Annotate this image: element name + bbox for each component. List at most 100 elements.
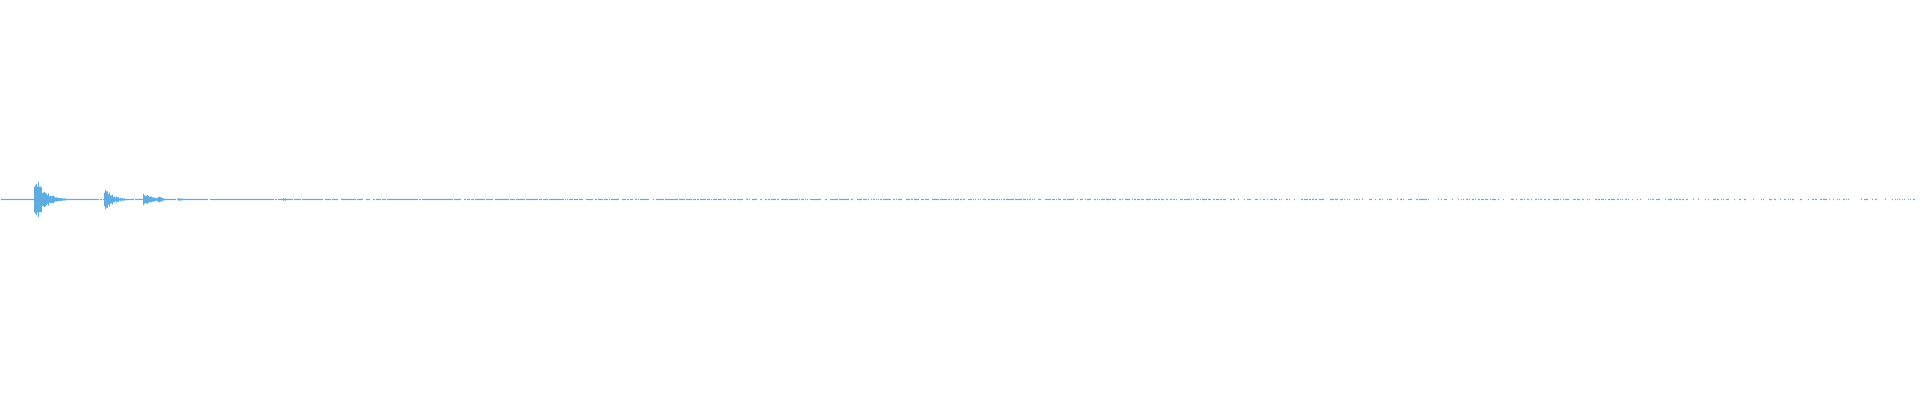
waveform-sample <box>1494 198 1495 201</box>
waveform-sample <box>267 198 268 201</box>
waveform-sample <box>1913 198 1914 201</box>
waveform-sample <box>84 198 85 201</box>
waveform-sample <box>393 198 394 201</box>
waveform-sample <box>673 198 674 201</box>
waveform-sample <box>32 198 33 201</box>
waveform-sample <box>1003 198 1004 201</box>
waveform-sample <box>11 198 12 201</box>
waveform-sample <box>660 198 661 201</box>
waveform-sample <box>65 198 66 201</box>
waveform-sample <box>175 198 176 201</box>
waveform-sample <box>938 198 939 201</box>
waveform-sample <box>1161 198 1162 201</box>
waveform-sample <box>1792 198 1793 201</box>
waveform-sample <box>1379 198 1380 201</box>
waveform-sample <box>550 198 551 201</box>
waveform-sample <box>126 198 127 201</box>
waveform-sample <box>888 198 889 201</box>
waveform-sample <box>430 198 431 201</box>
waveform-sample <box>1653 198 1654 201</box>
waveform-sample <box>396 198 397 201</box>
waveform-sample <box>1531 198 1532 201</box>
waveform-sample <box>415 198 416 201</box>
waveform-sample <box>307 198 308 201</box>
waveform-sample <box>276 198 277 201</box>
waveform-sample <box>422 198 423 201</box>
waveform-sample <box>761 198 762 201</box>
waveform-sample <box>92 198 93 201</box>
waveform-sample <box>563 198 564 201</box>
waveform-sample <box>1320 198 1321 201</box>
waveform-sample <box>97 198 98 201</box>
waveform-sample <box>349 198 350 201</box>
waveform-sample <box>153 197 154 202</box>
waveform-sample <box>1189 198 1190 201</box>
waveform-sample <box>674 198 675 201</box>
waveform-sample <box>1713 198 1714 201</box>
waveform-sample <box>141 198 142 201</box>
waveform-sample <box>256 198 257 201</box>
waveform-sample <box>803 198 804 201</box>
waveform-sample <box>530 198 531 201</box>
waveform-sample <box>377 198 378 201</box>
waveform-sample <box>587 198 588 201</box>
waveform-sample <box>402 198 403 201</box>
waveform-sample <box>1046 198 1047 201</box>
waveform-sample <box>272 198 273 201</box>
waveform-sample <box>454 198 455 201</box>
waveform-sample <box>1545 198 1546 201</box>
waveform-sample <box>173 198 174 201</box>
waveform-sample <box>600 198 601 201</box>
waveform-sample <box>561 198 562 201</box>
waveform-sample <box>389 198 390 201</box>
waveform-sample <box>270 198 271 201</box>
waveform-sample <box>369 198 370 201</box>
waveform-sample <box>942 198 943 201</box>
waveform-sample <box>278 198 279 201</box>
waveform-sample <box>1279 198 1280 201</box>
waveform-sample <box>487 198 488 201</box>
waveform-sample <box>246 198 247 201</box>
waveform-sample <box>1605 198 1606 201</box>
waveform-sample <box>1721 198 1722 201</box>
waveform-sample <box>1021 198 1022 201</box>
waveform-sample <box>1113 198 1114 201</box>
waveform-sample <box>1390 198 1391 201</box>
waveform-sample <box>1524 198 1525 201</box>
waveform-sample <box>37 186 38 213</box>
waveform-sample <box>1908 198 1909 201</box>
waveform-sample <box>526 198 527 201</box>
waveform-sample <box>1354 198 1355 201</box>
waveform-sample <box>499 198 500 201</box>
waveform-sample <box>523 198 524 201</box>
waveform-sample <box>839 198 840 201</box>
waveform-sample <box>283 198 284 201</box>
waveform-sample <box>216 198 217 201</box>
waveform-sample <box>968 198 969 201</box>
waveform-sample <box>426 198 427 201</box>
waveform-sample <box>412 198 413 201</box>
waveform-sample <box>476 198 477 201</box>
waveform-sample <box>1669 198 1670 201</box>
waveform-sample <box>676 198 677 201</box>
waveform-sample <box>79 198 80 201</box>
waveform-sample <box>16 198 17 201</box>
waveform-sample <box>1602 198 1603 201</box>
waveform-sample <box>907 198 908 201</box>
waveform-sample <box>1286 198 1287 201</box>
waveform-sample <box>1087 198 1088 201</box>
waveform-sample <box>549 198 550 201</box>
waveform-sample <box>1301 198 1302 201</box>
waveform-sample <box>702 198 703 201</box>
waveform-sample <box>304 198 305 201</box>
waveform-sample <box>491 198 492 201</box>
waveform-sample <box>1411 198 1412 201</box>
waveform-sample <box>479 198 480 201</box>
waveform-sample <box>1247 198 1248 201</box>
waveform-sample <box>459 198 460 201</box>
waveform-sample <box>60 198 61 201</box>
waveform-sample <box>48 193 49 206</box>
waveform-sample <box>25 198 26 201</box>
waveform-sample <box>350 198 351 201</box>
